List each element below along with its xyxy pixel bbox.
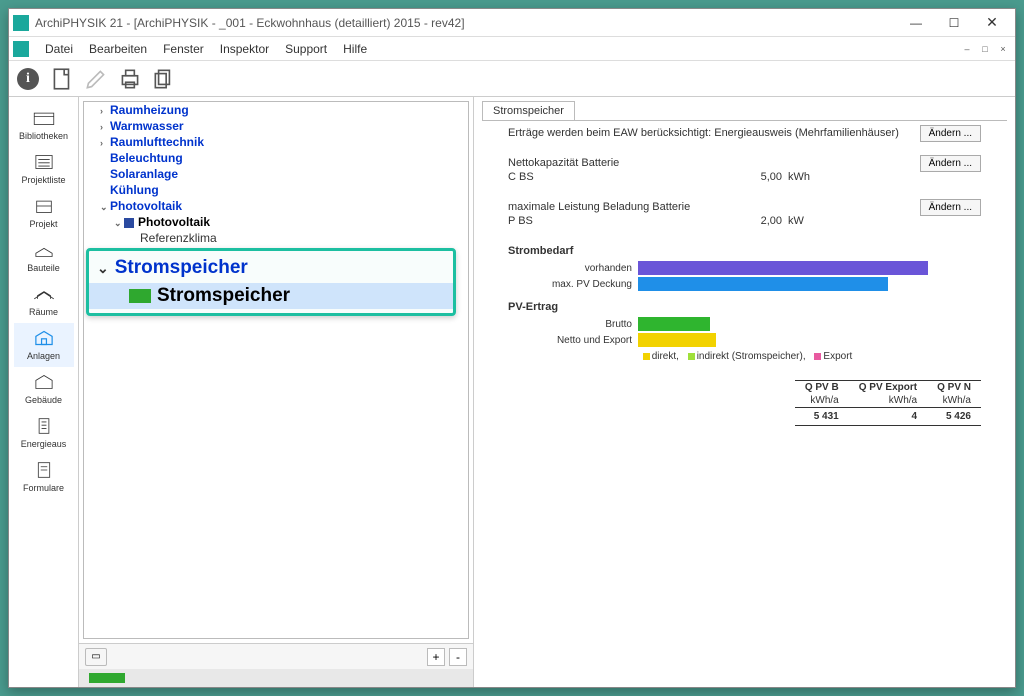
nav-bauteile[interactable]: Bauteile xyxy=(14,235,74,279)
tree-item: ›Warmwasser xyxy=(84,118,468,134)
max-label: maximale Leistung Beladung Batterie xyxy=(508,201,981,213)
tree-item: ⌄Photovoltaik xyxy=(84,214,468,230)
detail-panel: Stromspeicher Ändern ... Erträge werden … xyxy=(474,97,1015,687)
nav-projekt[interactable]: Projekt xyxy=(14,191,74,235)
tree-item: ›Raumheizung xyxy=(84,102,468,118)
eaw-text: Erträge werden beim EAW berücksichtigt: … xyxy=(508,127,981,139)
nav-raeume[interactable]: Räume xyxy=(14,279,74,323)
nav-bibliotheken[interactable]: Bibliotheken xyxy=(14,103,74,147)
bar-row: vorhanden xyxy=(508,261,981,275)
maximize-button[interactable]: ☐ xyxy=(935,10,973,36)
menubar: Datei Bearbeiten Fenster Inspektor Suppo… xyxy=(9,37,1015,61)
mdi-min[interactable]: – xyxy=(959,42,975,56)
menu-bearbeiten[interactable]: Bearbeiten xyxy=(81,42,155,56)
change-button[interactable]: Ändern ... xyxy=(920,155,981,172)
bar-row: Netto und Export xyxy=(508,333,981,347)
add-button[interactable]: + xyxy=(427,648,445,666)
tree-item: Kühlung xyxy=(84,182,468,198)
highlight-callout: ⌄Stromspeicher Stromspeicher xyxy=(86,248,456,316)
nav-formulare[interactable]: Formulare xyxy=(14,455,74,499)
menu-support[interactable]: Support xyxy=(277,42,335,56)
mdi-max[interactable]: □ xyxy=(977,42,993,56)
bar-row: max. PV Deckung xyxy=(508,277,981,291)
highlight-child[interactable]: Stromspeicher xyxy=(89,283,453,309)
nav-gebaeude[interactable]: Gebäude xyxy=(14,367,74,411)
menu-datei[interactable]: Datei xyxy=(37,42,81,56)
status-bar-icon xyxy=(89,673,125,683)
minimize-button[interactable]: — xyxy=(897,10,935,36)
tree-item: ⌄Photovoltaik xyxy=(84,198,468,214)
tab-stromspeicher[interactable]: Stromspeicher xyxy=(482,101,575,120)
bar-row: Brutto xyxy=(508,317,981,331)
info-button[interactable]: i xyxy=(15,66,41,92)
tree-footer: ▭ + - xyxy=(79,643,473,669)
legend: direkt, indirekt (Stromspeicher), Export xyxy=(508,351,981,362)
menu-inspektor[interactable]: Inspektor xyxy=(212,42,277,56)
menu-fenster[interactable]: Fenster xyxy=(155,42,212,56)
summary-table: Q PV BQ PV ExportQ PV N kWh/akWh/akWh/a … xyxy=(508,380,981,426)
app-icon xyxy=(13,15,29,31)
remove-button[interactable]: - xyxy=(449,648,467,666)
change-button[interactable]: Ändern ... xyxy=(920,125,981,142)
titlebar: ArchiPHYSIK 21 - [ArchiPHYSIK - _001 - E… xyxy=(9,9,1015,37)
change-button[interactable]: Ändern ... xyxy=(920,199,981,216)
app-window: ArchiPHYSIK 21 - [ArchiPHYSIK - _001 - E… xyxy=(8,8,1016,688)
nav-projektliste[interactable]: Projektliste xyxy=(14,147,74,191)
copy-icon[interactable] xyxy=(151,66,177,92)
tree-item: Beleuchtung xyxy=(84,150,468,166)
print-icon[interactable] xyxy=(117,66,143,92)
edit-icon[interactable] xyxy=(83,66,109,92)
highlight-parent[interactable]: ⌄Stromspeicher xyxy=(89,255,453,281)
menu-hilfe[interactable]: Hilfe xyxy=(335,42,375,56)
side-nav: Bibliotheken Projektliste Projekt Bautei… xyxy=(9,97,79,687)
netto-label: Nettokapazität Batterie xyxy=(508,157,981,169)
mdi-close[interactable]: × xyxy=(995,42,1011,56)
strombedarf-chart: Strombedarf vorhanden max. PV Deckung PV… xyxy=(508,245,981,362)
window-title: ArchiPHYSIK 21 - [ArchiPHYSIK - _001 - E… xyxy=(35,16,897,30)
toolbar: i xyxy=(9,61,1015,97)
status-strip xyxy=(79,669,473,687)
tree[interactable]: ›Raumheizung ›Warmwasser ›Raumlufttechni… xyxy=(83,101,469,639)
close-button[interactable]: ✕ xyxy=(973,10,1011,36)
tree-item: Solaranlage xyxy=(84,166,468,182)
nav-energieaus[interactable]: Energieaus xyxy=(14,411,74,455)
body: Bibliotheken Projektliste Projekt Bautei… xyxy=(9,97,1015,687)
tree-item: Referenzklima xyxy=(84,230,468,246)
tree-item: ›Raumlufttechnik xyxy=(84,134,468,150)
new-doc-icon[interactable] xyxy=(49,66,75,92)
nav-anlagen[interactable]: Anlagen xyxy=(14,323,74,367)
tree-footer-icon[interactable]: ▭ xyxy=(85,648,107,666)
tree-panel: ›Raumheizung ›Warmwasser ›Raumlufttechni… xyxy=(79,97,474,687)
doc-icon xyxy=(13,41,29,57)
